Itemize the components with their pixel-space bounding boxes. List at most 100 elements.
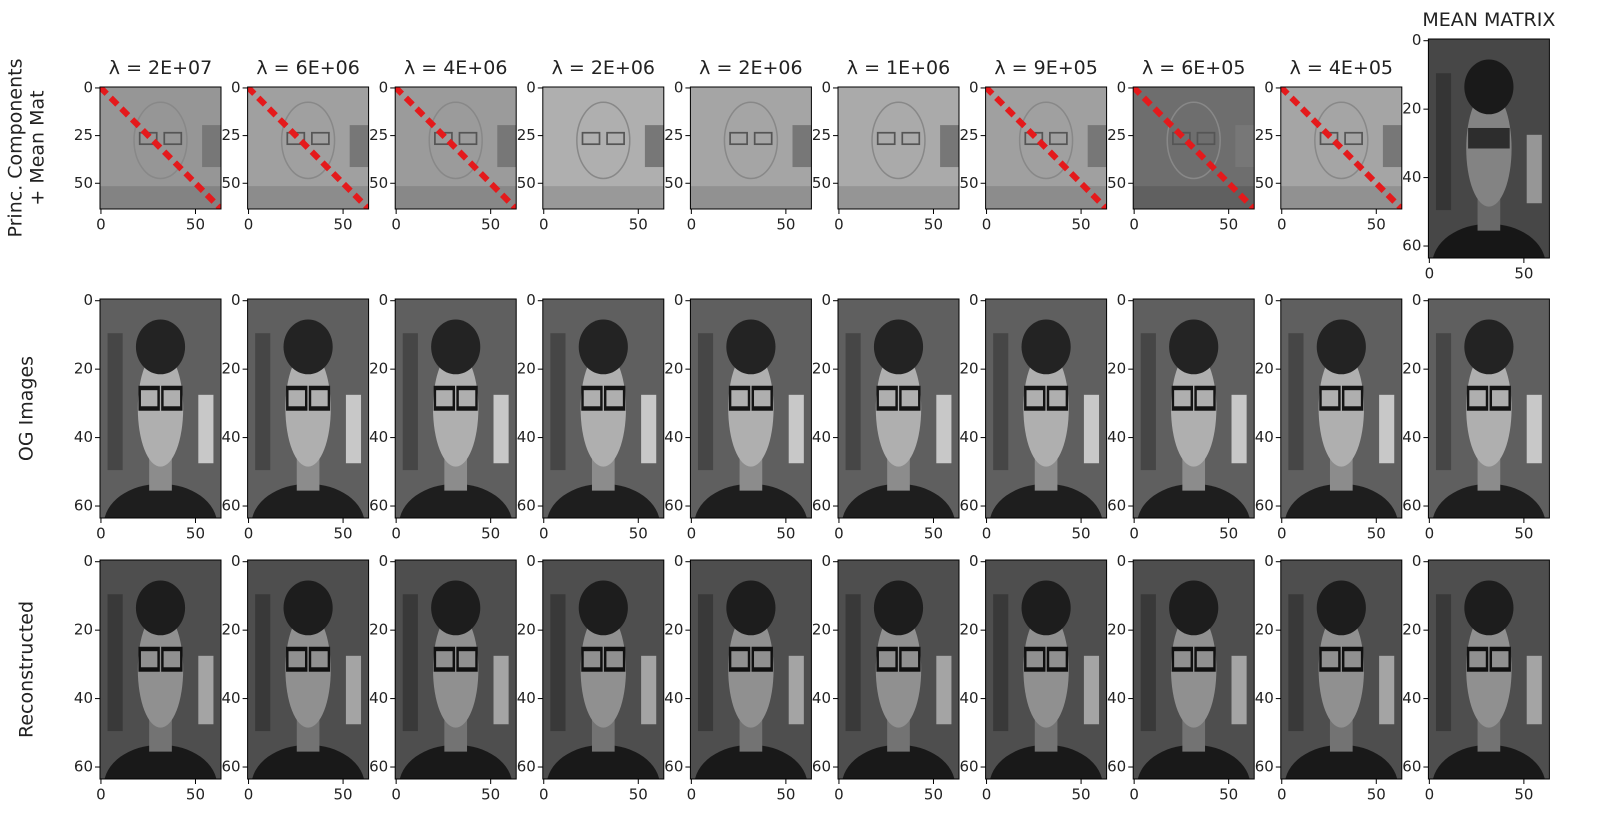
y-tick-label: 0 xyxy=(674,78,684,96)
y-tick-label: 25 xyxy=(664,126,683,144)
hair xyxy=(1464,581,1513,636)
x-tick-label: 50 xyxy=(1367,525,1386,543)
y-tick-label: 60 xyxy=(74,758,93,776)
background-detail xyxy=(350,125,369,167)
x-tick-label: 50 xyxy=(1072,216,1091,234)
background-detail xyxy=(1383,125,1402,167)
background-detail xyxy=(789,656,804,724)
y-tick-label: 20 xyxy=(1255,360,1274,378)
background-detail xyxy=(645,125,664,167)
x-tick-label: 50 xyxy=(776,525,795,543)
y-tick-label: 0 xyxy=(1412,291,1422,309)
y-tick-label: 60 xyxy=(517,758,536,776)
y-tick-label: 0 xyxy=(674,291,684,309)
background-detail xyxy=(346,395,361,463)
hair xyxy=(136,581,185,636)
y-tick-label: 0 xyxy=(83,552,93,570)
y-tick-label: 0 xyxy=(821,552,831,570)
y-tick-label: 0 xyxy=(379,78,389,96)
y-tick-label: 40 xyxy=(960,428,979,446)
y-tick-label: 50 xyxy=(960,174,979,192)
y-tick-label: 40 xyxy=(369,689,388,707)
background-detail xyxy=(1436,594,1451,731)
background-detail xyxy=(255,333,270,470)
y-tick-label: 60 xyxy=(369,758,388,776)
y-tick-label: 0 xyxy=(1264,552,1274,570)
y-tick-label: 20 xyxy=(222,621,241,639)
y-tick-label: 0 xyxy=(231,291,241,309)
y-tick-label: 40 xyxy=(812,428,831,446)
y-tick-label: 0 xyxy=(1412,552,1422,570)
y-tick-label: 20 xyxy=(517,621,536,639)
image xyxy=(690,87,811,209)
y-tick-label: 25 xyxy=(1255,126,1274,144)
x-tick-label: 0 xyxy=(982,216,992,234)
background-detail xyxy=(494,395,509,463)
y-tick-label: 20 xyxy=(1402,621,1421,639)
y-tick-label: 20 xyxy=(812,621,831,639)
x-tick-label: 0 xyxy=(982,525,992,543)
x-tick-label: 50 xyxy=(924,786,943,804)
y-tick-label: 40 xyxy=(222,428,241,446)
background-detail xyxy=(698,594,713,731)
y-tick-label: 40 xyxy=(222,689,241,707)
y-tick-label: 25 xyxy=(517,126,536,144)
y-tick-label: 50 xyxy=(74,174,93,192)
y-tick-label: 25 xyxy=(960,126,979,144)
row-label: Reconstructed xyxy=(16,601,38,738)
y-tick-label: 20 xyxy=(74,360,93,378)
x-tick-label: 50 xyxy=(776,786,795,804)
x-tick-label: 0 xyxy=(1129,786,1139,804)
hair xyxy=(1317,320,1366,375)
background-detail xyxy=(1436,333,1451,470)
hair xyxy=(284,581,333,636)
y-tick-label: 0 xyxy=(1264,78,1274,96)
y-tick-label: 40 xyxy=(369,428,388,446)
y-tick-label: 25 xyxy=(74,126,93,144)
y-tick-label: 0 xyxy=(1264,291,1274,309)
background-detail xyxy=(1527,656,1542,724)
y-tick-label: 50 xyxy=(1107,174,1126,192)
y-tick-label: 0 xyxy=(1117,291,1127,309)
background-detail xyxy=(1141,594,1156,731)
y-tick-label: 20 xyxy=(664,360,683,378)
background-detail xyxy=(550,594,565,731)
row-label: Princ. Components xyxy=(5,59,27,238)
figure: 05002550λ = 2E+0705002550λ = 6E+06050025… xyxy=(0,0,1603,825)
background-detail xyxy=(497,125,516,167)
background-detail xyxy=(993,333,1008,470)
y-tick-label: 0 xyxy=(1412,31,1422,49)
background-detail xyxy=(789,395,804,463)
y-tick-label: 40 xyxy=(1402,689,1421,707)
y-tick-label: 0 xyxy=(379,552,389,570)
background-detail xyxy=(1084,395,1099,463)
y-tick-label: 60 xyxy=(1402,758,1421,776)
x-tick-label: 50 xyxy=(1514,265,1533,283)
y-tick-label: 60 xyxy=(664,497,683,515)
y-tick-label: 60 xyxy=(960,497,979,515)
x-tick-label: 50 xyxy=(924,216,943,234)
x-tick-label: 0 xyxy=(391,525,401,543)
x-tick-label: 0 xyxy=(1277,525,1287,543)
panel-title: λ = 1E+06 xyxy=(847,57,950,79)
x-tick-label: 0 xyxy=(96,525,106,543)
background-detail xyxy=(641,395,656,463)
hair xyxy=(1317,581,1366,636)
background-detail xyxy=(403,594,418,731)
background-detail xyxy=(1084,656,1099,724)
y-tick-label: 60 xyxy=(517,497,536,515)
x-tick-label: 0 xyxy=(1129,525,1139,543)
y-tick-label: 20 xyxy=(960,360,979,378)
y-tick-label: 60 xyxy=(960,758,979,776)
y-tick-label: 40 xyxy=(960,689,979,707)
y-tick-label: 60 xyxy=(222,758,241,776)
y-tick-label: 20 xyxy=(222,360,241,378)
background-detail xyxy=(255,594,270,731)
y-tick-label: 40 xyxy=(812,689,831,707)
background-detail xyxy=(494,656,509,724)
glasses xyxy=(1468,128,1510,149)
x-tick-label: 0 xyxy=(539,786,549,804)
x-tick-label: 50 xyxy=(924,525,943,543)
background-detail xyxy=(1232,656,1247,724)
x-tick-label: 0 xyxy=(1425,786,1435,804)
